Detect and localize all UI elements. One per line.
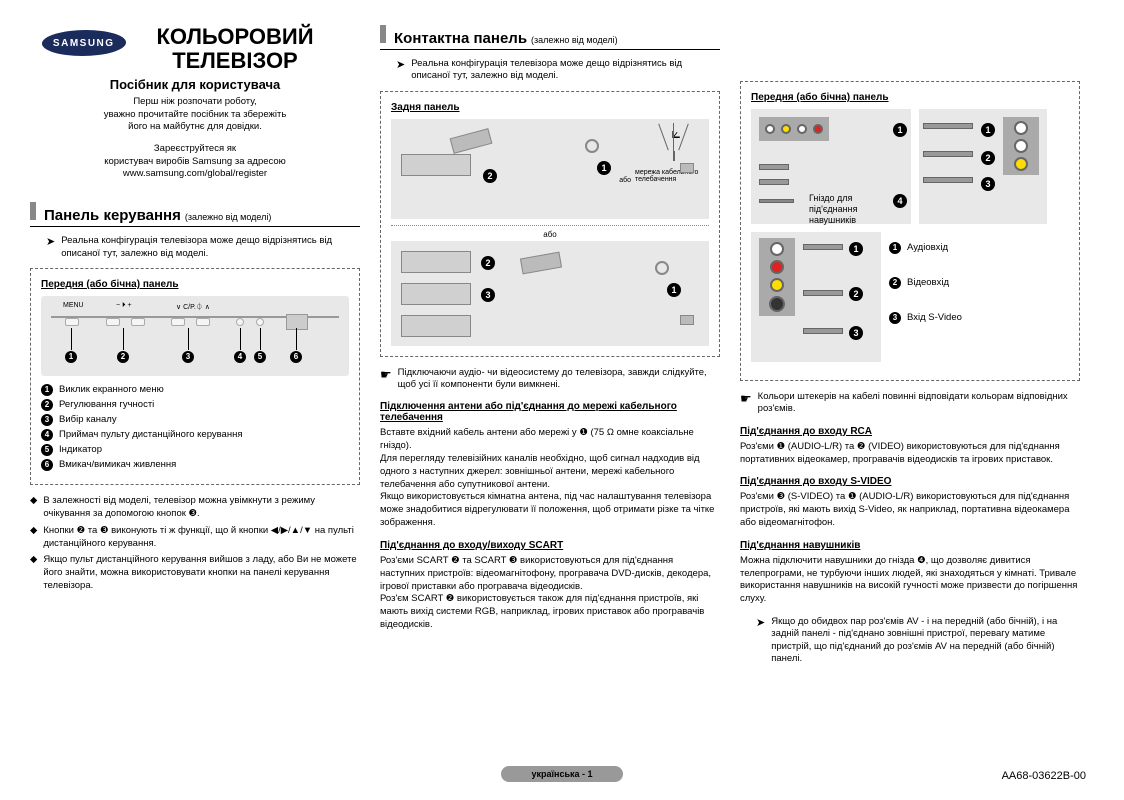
intro-text-2: Зареєструйтеся як користувач виробів Sam… [30,143,360,180]
svideo-body: Роз'єми ❸ (S-VIDEO) та ❶ (AUDIO-L/R) вик… [740,491,1080,529]
intro-text-1: Перш ніж розпочати роботу, уважно прочит… [30,96,360,133]
rca-heading: Під'єднання до входу RCA [740,426,1080,437]
side-panel-box: Передня (або бічна) панель 1 4 Гніздо дл… [740,81,1080,381]
side-panel-c: 1 2 3 [751,232,881,362]
scart-heading: Під'єднання до входу/виходу SCART [380,540,720,551]
power-off-note: ☛Підключаючи аудіо- чи відеосистему до т… [380,367,720,392]
scart-body: Роз'єми SCART ❷ та SCART ❸ використовуют… [380,555,720,632]
list-item: Приймач пульту дистанційного керування [59,429,242,441]
control-panel-list: 1Виклик екранного меню 2Регулювання гучн… [41,384,349,471]
config-note-2: ➤Реальна конфігурація телевізора може де… [396,58,720,83]
svideo-heading: Під'єднання до входу S-VIDEO [740,476,1080,487]
side-panel-b: 1 2 3 [919,109,1047,224]
main-title: КОЛЬОРОВИЙТЕЛЕВІЗОР [110,25,360,73]
document-code: AA68-03622B-00 [1002,770,1086,782]
list-item: Виклик екранного меню [59,384,164,396]
rca-body: Роз'єми ❶ (AUDIO-L/R) та ❷ (VIDEO) викор… [740,441,1080,467]
rear-diagram-1: 2 1 ⟀ або мережа кабельного телебачення [391,119,709,219]
headphone-body: Можна підключити навушники до гнізда ❹, … [740,555,1080,606]
list-item: Індикатор [59,444,102,456]
samsung-logo: SAMSUNG [42,30,126,56]
front-panel-title: Передня (або бічна) панель [41,279,349,290]
av-priority-note: ➤Якщо до обидвох пар роз'ємів AV - і на … [756,616,1080,665]
antenna-body: Вставте вхідний кабель антени або мережі… [380,427,720,530]
list-item: Регулювання гучності [59,399,154,411]
audio-label: Аудіовхід [907,242,948,255]
video-label: Відеовхід [907,277,949,290]
color-match-note: ☛Кольори штекерів на кабелі повинні відп… [740,391,1080,416]
page-footer: українська - 1 [0,766,1124,782]
or-label: або [391,230,709,239]
front-panel-diagram: MENU − ⏵ + ∨ C/P.⏀ ∧ 1 2 [41,296,349,376]
side-panel-a: 1 4 Гніздо для під'єднання навушників [751,109,911,224]
config-note-1: ➤Реальна конфігурація телевізора може де… [46,235,360,260]
control-panel-header: Панель керування (залежно від моделі) [30,202,360,227]
headphone-heading: Під'єднання навушників [740,540,1080,551]
front-panel-box: Передня (або бічна) панель MENU − ⏵ + ∨ … [30,268,360,485]
rear-diagram-2: 2 3 1 [391,241,709,346]
rear-panel-box: Задня панель 2 1 ⟀ або мережа кабельного… [380,91,720,357]
list-item: Вибір каналу [59,414,117,426]
rear-panel-title: Задня панель [391,102,709,113]
svideo-label: Вхід S-Video [907,312,962,325]
contact-panel-header: Контактна панель (залежно від моделі) [380,25,720,50]
antenna-heading: Підключення антени або під'єднання до ме… [380,401,720,423]
side-panel-title: Передня (або бічна) панель [751,92,1069,103]
subtitle: Посібник для користувача [30,77,360,92]
list-item: Вмикач/вимикач живлення [59,459,176,471]
diamond-notes: ◆В залежності від моделі, телевізор можн… [30,495,360,593]
